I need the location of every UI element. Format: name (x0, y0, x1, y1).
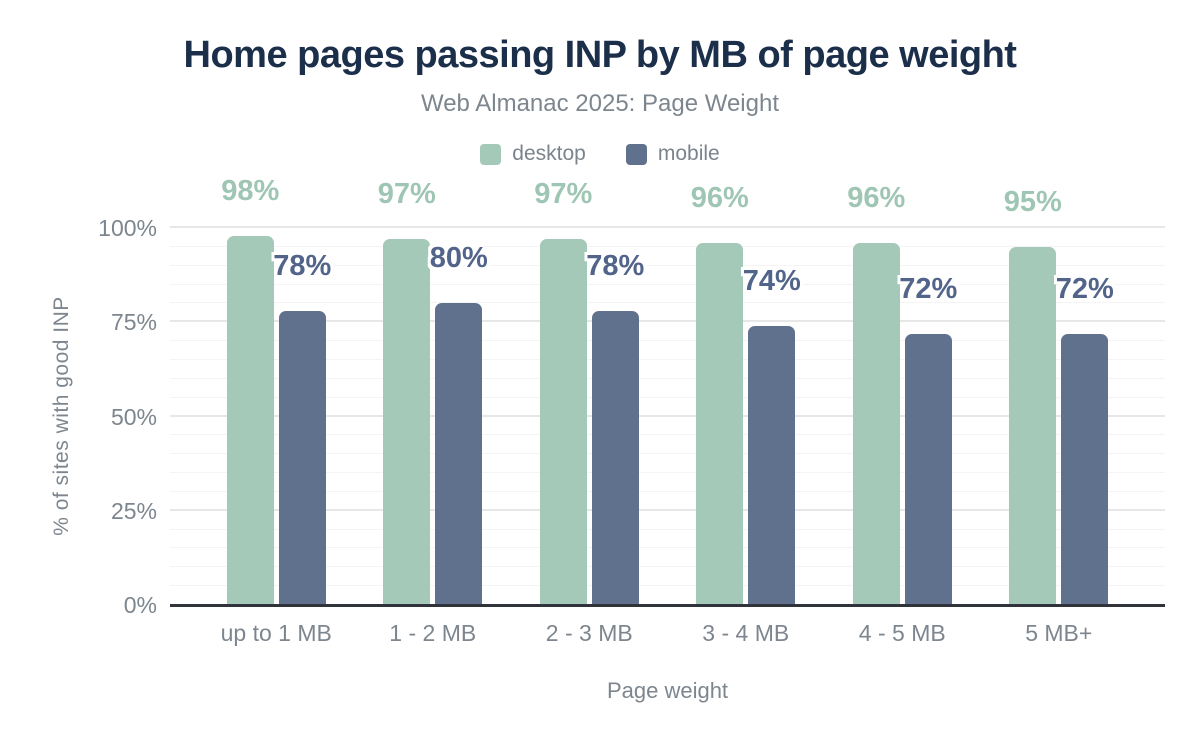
desktop-value-label-1: 98% (221, 174, 280, 207)
gridline-minor-45 (170, 434, 1165, 436)
gridline-minor-60 (170, 377, 1165, 379)
x-tick-label-5: 4 - 5 MB (858, 620, 946, 646)
mobile-value-label-5: 72% (899, 272, 958, 305)
y-tick-label-25: 25% (110, 497, 157, 524)
mobile-bar-6 (1061, 333, 1109, 605)
desktop-value-label-3: 97% (534, 178, 593, 211)
gridline-minor-65 (170, 358, 1165, 360)
bar-group-6: 95% 72% (981, 186, 1138, 605)
gridline-minor-95 (170, 245, 1165, 247)
mobile-value-label-3: 78% (586, 249, 645, 282)
bar-series-container: 98% 78% 97% 80% 97% 78% 96% 74% 96% 72% 95% 72% (170, 175, 1165, 605)
chart-title: Home pages passing INP by MB of page wei… (183, 34, 1017, 76)
bar-group-5: 96% 72% (824, 182, 981, 605)
desktop-value-label-4: 96% (690, 182, 749, 215)
gridline-major-25 (170, 508, 1165, 511)
mobile-value-label-4: 74% (742, 265, 801, 298)
x-axis-title: Page weight (606, 678, 729, 703)
mobile-bar-1 (278, 310, 326, 605)
mobile-bar-3 (591, 310, 639, 605)
gridline-minor-85 (170, 283, 1165, 285)
desktop-value-label-5: 96% (847, 182, 906, 215)
gridline-major-75 (170, 320, 1165, 323)
mobile-bar-2 (435, 303, 483, 605)
mobile-bar-4 (748, 326, 796, 605)
chart-subtitle: Web Almanac 2025: Page Weight (420, 90, 779, 117)
x-tick-label-1: up to 1 MB (220, 620, 332, 646)
legend-label-desktop: desktop (512, 142, 586, 165)
desktop-value-label-2: 97% (377, 178, 436, 211)
x-axis-line (170, 604, 1165, 607)
bar-group-4: 96% 74% (668, 182, 825, 605)
gridline-major-100 (170, 226, 1165, 228)
gridline-minor-5 (170, 585, 1165, 587)
gridline-minor-80 (170, 302, 1165, 304)
gridline-minor-15 (170, 547, 1165, 549)
x-tick-label-4: 3 - 4 MB (702, 620, 790, 646)
desktop-bar-3 (539, 239, 587, 605)
bar-group-2: 97% 80% (355, 178, 512, 605)
gridline-minor-55 (170, 396, 1165, 398)
desktop-bar-1 (226, 235, 274, 605)
legend-swatch-mobile (625, 143, 647, 165)
desktop-value-label-6: 95% (1003, 185, 1062, 218)
y-tick-label-50: 50% (110, 403, 157, 430)
bar-group-1: 98% 78% (198, 175, 355, 605)
legend-item-mobile[interactable]: mobile (625, 142, 720, 166)
gridline-minor-35 (170, 472, 1165, 474)
legend-item-desktop[interactable]: desktop (480, 142, 586, 166)
gridline-minor-10 (170, 566, 1165, 568)
y-tick-label-100: 100% (98, 215, 157, 241)
gridline-minor-30 (170, 490, 1165, 492)
legend-label-mobile: mobile (657, 142, 720, 165)
gridline-major-50 (170, 414, 1165, 417)
y-tick-label-75: 75% (110, 309, 157, 336)
x-tick-label-2: 1 - 2 MB (389, 620, 477, 646)
desktop-bar-5 (852, 243, 900, 605)
y-axis-tick-labels: 0% 25% 50% 75% 100% (0, 215, 157, 618)
gridline-minor-20 (170, 528, 1165, 530)
mobile-value-label-6: 72% (1055, 272, 1114, 305)
mobile-value-label-1: 78% (273, 249, 332, 282)
x-tick-label-6: 5 MB+ (1025, 620, 1093, 646)
y-tick-label-0: 0% (123, 592, 157, 618)
legend-swatch-desktop (480, 143, 502, 165)
gridline-minor-40 (170, 453, 1165, 455)
mobile-value-label-2: 80% (429, 242, 488, 275)
gridline-minor-70 (170, 340, 1165, 342)
desktop-bar-2 (383, 239, 431, 605)
x-tick-label-3: 2 - 3 MB (545, 620, 633, 646)
desktop-bar-4 (696, 243, 744, 605)
gridline-minor-90 (170, 264, 1165, 266)
desktop-bar-6 (1009, 246, 1057, 605)
legend: desktop mobile (0, 142, 1200, 166)
mobile-bar-5 (904, 333, 952, 605)
plot-area: 98% 78% 97% 80% 97% 78% 96% 74% 96% 72% 95% 72% (170, 175, 1165, 607)
bar-group-3: 97% 78% (511, 178, 668, 605)
x-axis-tick-labels: up to 1 MB 1 - 2 MB 2 - 3 MB 3 - 4 MB 4 - 5 … (170, 620, 1165, 646)
